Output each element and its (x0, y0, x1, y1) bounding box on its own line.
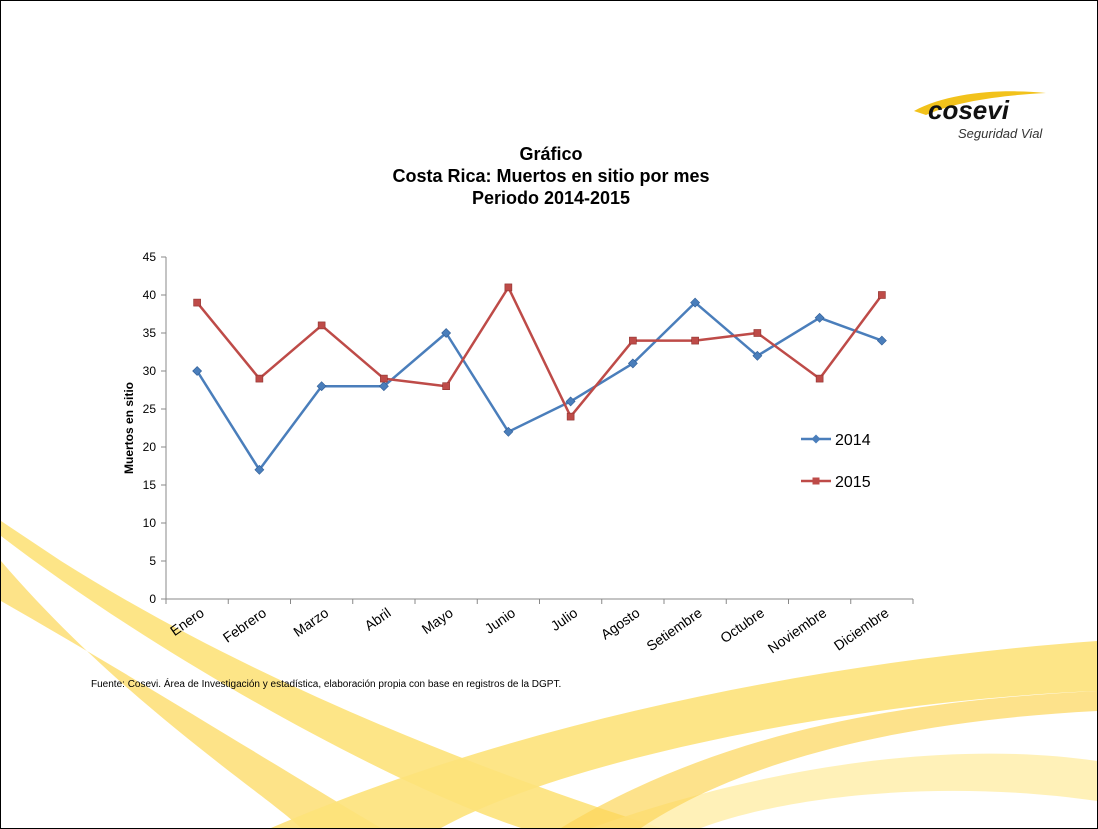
x-tick-label: Febrero (220, 604, 270, 645)
y-tick-label: 10 (143, 516, 157, 530)
data-point-2015 (878, 291, 886, 299)
y-tick-label: 35 (143, 326, 157, 340)
data-point-2014 (565, 396, 576, 407)
data-point-2015 (380, 374, 388, 383)
data-point-2014 (503, 426, 514, 437)
x-tick-label: Julio (548, 604, 581, 634)
data-point-2014 (192, 366, 203, 376)
data-point-2015 (629, 336, 637, 345)
data-point-2015 (317, 321, 326, 330)
y-tick-label: 5 (149, 554, 156, 568)
x-tick-label: Abril (361, 604, 393, 633)
data-point-2015 (193, 298, 201, 307)
legend-marker-2015 (812, 477, 820, 485)
data-point-2014 (752, 350, 763, 361)
y-tick-label: 30 (143, 364, 157, 378)
cosevi-logo: cosevi Seguridad Vial (914, 91, 1046, 141)
data-point-2014 (316, 381, 327, 392)
y-tick-label: 45 (143, 250, 157, 264)
data-point-2015 (815, 374, 824, 383)
data-point-2015 (504, 283, 513, 292)
chart-title-line-1: Gráfico (519, 144, 583, 164)
data-point-2014 (814, 312, 825, 323)
data-point-2015 (691, 336, 699, 345)
x-tick-label: Junio (482, 604, 519, 636)
data-point-2014 (254, 464, 265, 475)
data-point-2014 (876, 335, 887, 346)
chart-title-line-3: Periodo 2014-2015 (471, 188, 631, 208)
x-tick-label: Diciembre (831, 604, 892, 653)
chart-title-line-2: Costa Rica: Muertos en sitio por mes (392, 166, 710, 186)
legend-label-2015: 2015 (835, 474, 871, 491)
legend-marker-2014 (811, 434, 821, 444)
x-tick-label: Noviembre (765, 604, 830, 656)
data-point-2014 (441, 328, 452, 338)
data-point-2015 (442, 382, 450, 391)
x-tick-label: Mayo (419, 604, 456, 637)
y-tick-label: 0 (149, 592, 156, 606)
logo-tagline-text: Seguridad Vial (958, 126, 1043, 141)
data-point-2014 (690, 297, 701, 308)
series-line-2014 (196, 301, 883, 472)
data-point-2014 (627, 358, 638, 369)
series-line-2015 (196, 286, 883, 418)
x-tick-label: Setiembre (643, 604, 705, 654)
chart-title: Gráfico Costa Rica: Muertos en sitio por… (301, 143, 801, 209)
source-note: Fuente: Cosevi. Área de Investigación y … (91, 679, 562, 690)
data-point-2015 (566, 412, 575, 421)
legend-label-2014: 2014 (835, 432, 871, 449)
y-tick-label: 25 (143, 402, 157, 416)
y-axis-title: Muertos en sitio (122, 382, 136, 474)
x-tick-label: Enero (167, 604, 207, 639)
y-tick-label: 20 (143, 440, 157, 454)
logo-brand-text: cosevi (928, 95, 1010, 125)
data-point-2015 (753, 329, 762, 337)
x-tick-label: Marzo (290, 604, 331, 640)
x-tick-label: Agosto (598, 604, 643, 642)
data-point-2015 (255, 374, 264, 383)
y-tick-label: 15 (143, 478, 157, 492)
data-point-2014 (378, 381, 389, 392)
x-tick-label: Octubre (717, 604, 767, 646)
y-tick-label: 40 (143, 288, 157, 302)
